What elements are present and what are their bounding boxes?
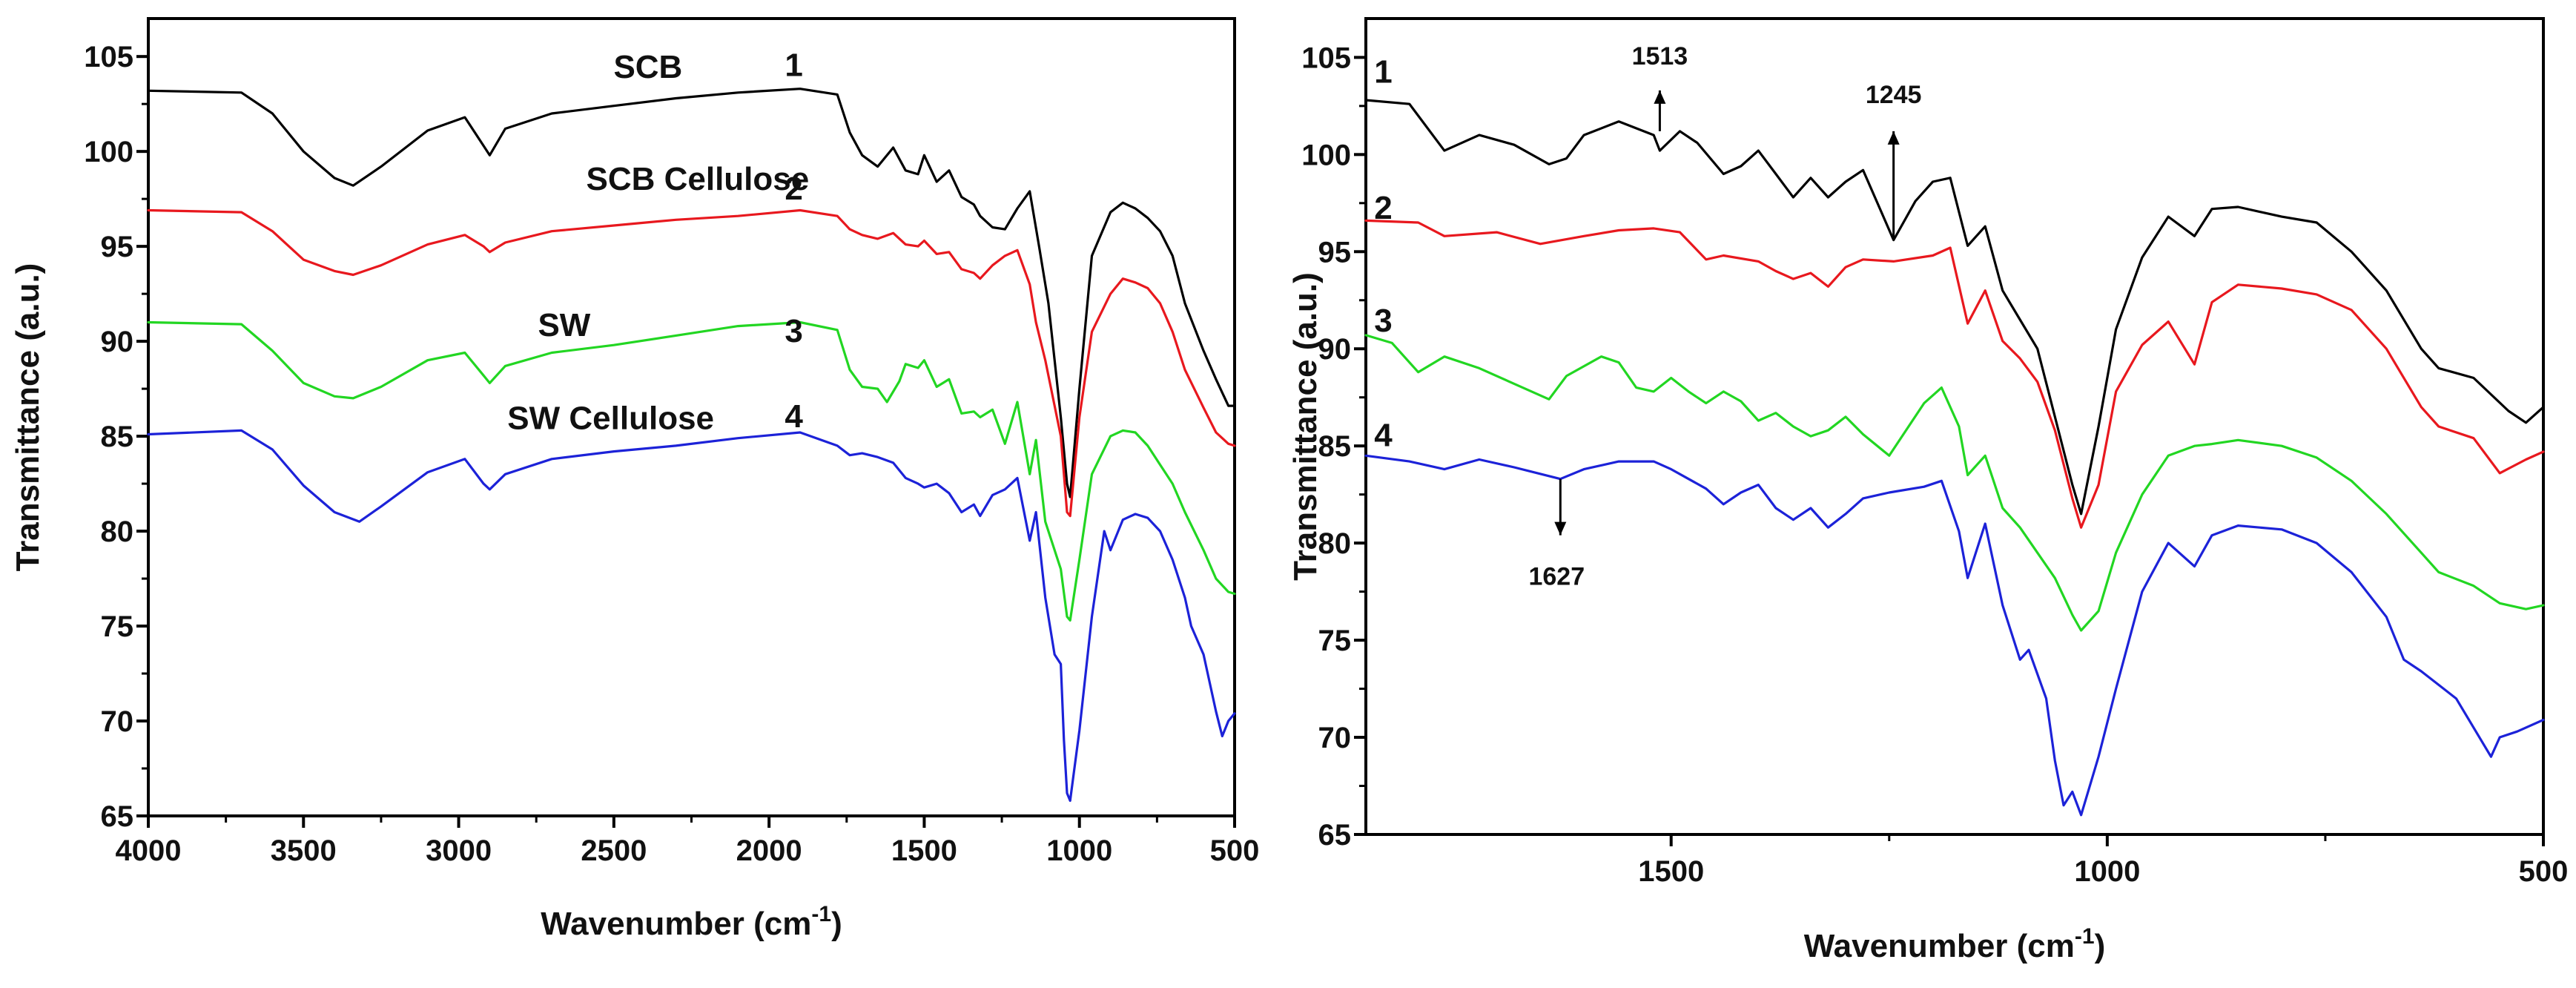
left-series-number-1: 1 (785, 47, 802, 83)
left-x-tick-label: 3500 (271, 834, 337, 867)
left-series-number-3: 3 (785, 313, 802, 349)
left-series-line-1 (147, 88, 1236, 498)
left-y-tick-label: 95 (101, 231, 134, 263)
right-x-tick-label: 1500 (1638, 855, 1704, 888)
annotation-label-1627: 1627 (1528, 563, 1585, 591)
right-y-tick-label: 80 (1318, 527, 1352, 560)
left-x-tick-label: 4000 (116, 834, 182, 867)
right-series-number-1: 1 (1374, 54, 1392, 90)
left-series-name-3: SW (538, 307, 590, 343)
left-series-number-2: 2 (785, 171, 802, 207)
right-plot-frame (1364, 17, 2545, 836)
left-series-name-2: SCB Cellulose (586, 161, 809, 197)
right-series-line-4 (1364, 454, 2545, 817)
right-y-tick-label: 95 (1318, 236, 1352, 269)
right-y-tick-label: 100 (1301, 139, 1351, 171)
right-series-line-3 (1364, 334, 2545, 632)
left-series-line-3 (147, 320, 1236, 622)
left-y-tick-label: 65 (101, 800, 134, 833)
right-x-axis-title: Wavenumber (cm-1) (1804, 924, 2105, 964)
left-series-name-4: SW Cellulose (507, 401, 714, 437)
right-x-tick-label: 500 (2519, 855, 2569, 888)
left-x-tick-label: 1500 (891, 834, 957, 867)
left-y-tick-label: 85 (101, 421, 134, 453)
right-y-tick-label: 85 (1318, 430, 1352, 463)
left-y-tick-label: 100 (84, 136, 133, 168)
annotation-label-1245: 1245 (1866, 81, 1922, 109)
left-y-tick-label: 75 (101, 610, 134, 643)
left-y-tick-label: 70 (101, 705, 134, 738)
left-y-axis-title: Transmittance (a.u.) (10, 263, 46, 572)
left-series-number-4: 4 (785, 398, 803, 435)
left-y-tick-label: 80 (101, 516, 134, 548)
left-series-line-2 (147, 208, 1236, 518)
left-series-line-4 (147, 429, 1236, 803)
right-series-number-2: 2 (1374, 190, 1392, 226)
left-series-name-1: SCB (613, 49, 682, 85)
left-x-tick-label: 2000 (736, 834, 802, 867)
right-x-tick-label: 1000 (2074, 855, 2140, 888)
right-y-tick-label: 105 (1301, 42, 1351, 74)
right-series-number-4: 4 (1374, 417, 1393, 453)
left-x-tick-label: 1000 (1046, 834, 1112, 867)
left-x-tick-label: 2500 (581, 834, 647, 867)
left-x-axis-title: Wavenumber (cm-1) (541, 902, 842, 942)
left-y-tick-label: 90 (101, 326, 134, 358)
right-series-number-3: 3 (1374, 303, 1392, 339)
left-x-tick-label: 500 (1210, 834, 1260, 867)
left-y-tick-label: 105 (84, 41, 133, 73)
right-y-tick-label: 75 (1318, 625, 1352, 657)
annotation-arrowhead-1513 (1654, 90, 1666, 104)
annotation-arrowhead-1245 (1887, 131, 1900, 145)
left-x-tick-label: 3000 (426, 834, 492, 867)
chart-right-ftir-fingerprint-region: 65 70 75 80 85 90 95 100 105 1500 1000 500 Wavenumbe… (1287, 17, 2569, 964)
annotation-arrowhead-1627 (1554, 521, 1567, 536)
annotation-label-1513: 1513 (1632, 42, 1688, 70)
right-series-line-1 (1364, 99, 2545, 516)
right-y-tick-label: 70 (1318, 722, 1352, 754)
right-y-tick-label: 65 (1318, 819, 1352, 852)
right-y-axis-title: Transmittance (a.u.) (1287, 272, 1324, 581)
right-series-line-2 (1364, 219, 2545, 529)
right-y-tick-label: 90 (1318, 333, 1352, 366)
